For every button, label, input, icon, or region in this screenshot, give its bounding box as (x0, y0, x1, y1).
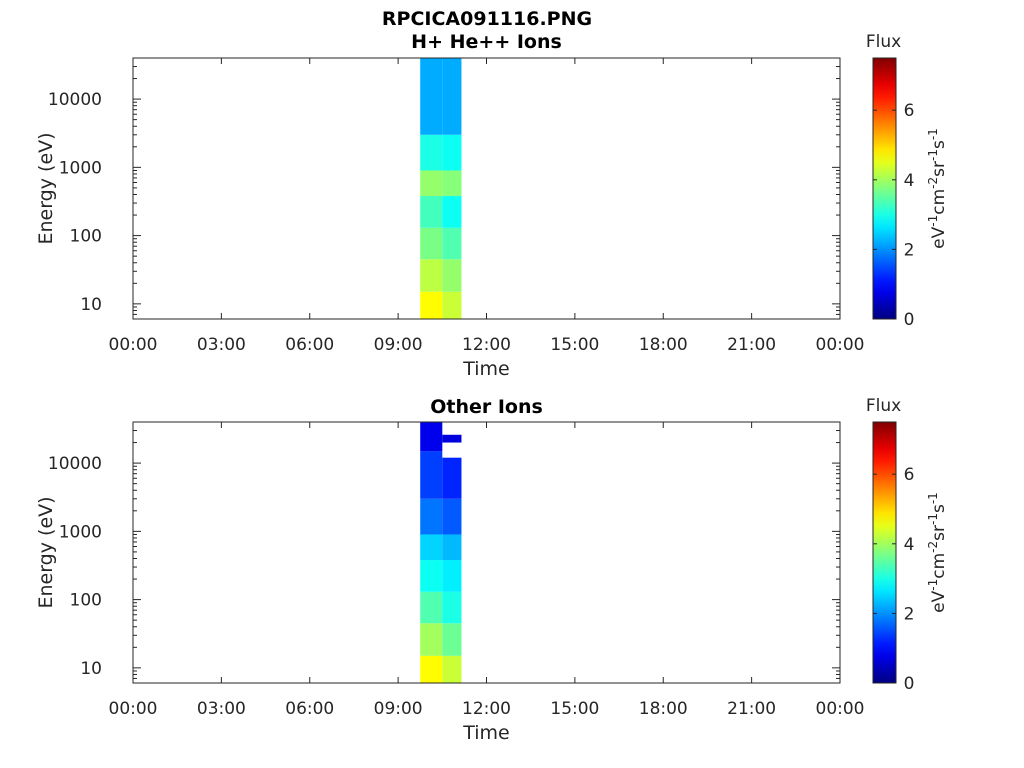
heatmap-cell (442, 134, 462, 171)
unit-base: eV (929, 226, 949, 248)
y-tick-label: 1000 (59, 522, 102, 542)
y-tick-label: 100 (70, 591, 102, 611)
y-axis-label: Energy (eV) (35, 132, 57, 244)
unit-base: s (929, 504, 949, 513)
y-axis-label: Energy (eV) (35, 496, 57, 608)
heatmap-cell (420, 227, 443, 260)
unit-exponent: -1 (926, 513, 940, 525)
colorbar-title: Flux (866, 32, 901, 52)
heatmap-cell (442, 655, 462, 683)
heatmap-cell (420, 591, 443, 624)
heatmap-cell (442, 196, 462, 228)
heatmap-cell (420, 196, 443, 228)
x-tick-label: 03:00 (197, 335, 246, 355)
colorbar-unit-label: eV-1cm-2sr-1s-1 (926, 128, 949, 249)
x-axis-label: Time (462, 722, 510, 744)
axes-frame (132, 421, 841, 684)
unit-exponent: -1 (926, 128, 940, 140)
heatmap-cell (420, 134, 443, 171)
unit-base: cm (929, 553, 949, 579)
panel-title: Other Ions (430, 396, 543, 418)
y-tick-label: 10000 (48, 454, 102, 474)
heatmap-cell (442, 58, 462, 135)
x-tick-label: 06:00 (285, 699, 334, 719)
x-tick-label: 00:00 (109, 335, 158, 355)
heatmap-cell (442, 591, 462, 624)
heatmap-cell (420, 259, 443, 292)
heatmap-cell (442, 498, 462, 535)
x-tick-label: 12:00 (462, 699, 511, 719)
y-tick-label: 1000 (59, 158, 102, 178)
colorbar-tick-label: 0 (904, 674, 915, 694)
x-tick-label: 03:00 (197, 699, 246, 719)
x-tick-label: 15:00 (550, 335, 599, 355)
heatmap-cell (420, 422, 443, 452)
unit-base: sr (929, 525, 949, 541)
heatmap-cell (442, 534, 462, 561)
colorbar-tick-label: 0 (904, 310, 915, 330)
heatmap-cell (442, 291, 462, 319)
panel-other-ions: Other Ions 00:00 03:00 06:00 09:00 12:00 15:00… (35, 396, 949, 744)
x-tick-label: 09:00 (374, 699, 423, 719)
figure-title: RPCICA091116.PNG (382, 8, 592, 30)
colorbar-tick-label: 6 (904, 465, 915, 485)
heatmap-cell (442, 227, 462, 260)
heatmap-cell (420, 655, 443, 683)
x-axis-label: Time (462, 358, 510, 380)
heatmap-cell (442, 457, 462, 499)
unit-exponent: -1 (926, 492, 940, 504)
x-tick-label: 00:00 (816, 699, 865, 719)
colorbar-tick-label: 6 (904, 101, 915, 121)
y-tick-label: 10 (80, 295, 102, 315)
heatmap-cell (420, 291, 443, 319)
heatmap-cell (442, 560, 462, 592)
unit-exponent: -1 (926, 215, 940, 227)
x-tick-label: 00:00 (109, 699, 158, 719)
x-tick-label: 21:00 (727, 335, 776, 355)
x-tick-label: 09:00 (374, 335, 423, 355)
unit-exponent: -1 (926, 149, 940, 161)
heatmap-cell (420, 560, 443, 592)
unit-exponent: -2 (926, 541, 940, 553)
colorbar-tick-label: 4 (904, 171, 915, 191)
unit-base: s (929, 140, 949, 149)
colorbar-unit-label: eV-1cm-2sr-1s-1 (926, 492, 949, 613)
colorbar-tick-label: 4 (904, 535, 915, 555)
x-tick-label: 18:00 (639, 335, 688, 355)
heatmap-cell (442, 623, 462, 656)
x-tick-label: 15:00 (550, 699, 599, 719)
heatmap-cell (442, 170, 462, 197)
heatmap-cell (420, 534, 443, 561)
x-tick-label: 18:00 (639, 699, 688, 719)
heatmap-cell (420, 58, 443, 135)
x-tick-label: 06:00 (285, 335, 334, 355)
axes-frame (132, 57, 841, 320)
heatmap-cell (442, 434, 462, 443)
colorbar-tick-label: 2 (904, 604, 915, 624)
unit-base: sr (929, 161, 949, 177)
heatmap-cell (420, 451, 443, 499)
unit-exponent: -2 (926, 177, 940, 189)
colorbar (872, 421, 897, 684)
y-tick-label: 100 (70, 227, 102, 247)
y-tick-label: 10 (80, 659, 102, 679)
heatmap-cell (420, 498, 443, 535)
colorbar-tick-label: 2 (904, 240, 915, 260)
colorbar (872, 57, 897, 320)
unit-base: eV (929, 590, 949, 612)
heatmap-cell (420, 623, 443, 656)
unit-base: cm (929, 189, 949, 215)
panel-h-he-ions: H+ He++ Ions 00:00 03:00 06:00 09:00 12:00 15:… (35, 31, 949, 380)
heatmap-cell (420, 170, 443, 197)
x-tick-label: 21:00 (727, 699, 776, 719)
x-tick-label: 12:00 (462, 335, 511, 355)
unit-exponent: -1 (926, 579, 940, 591)
y-tick-label: 10000 (48, 90, 102, 110)
panel-title: H+ He++ Ions (411, 31, 562, 53)
heatmap-cell (442, 259, 462, 292)
x-tick-label: 00:00 (816, 335, 865, 355)
colorbar-title: Flux (866, 396, 901, 416)
